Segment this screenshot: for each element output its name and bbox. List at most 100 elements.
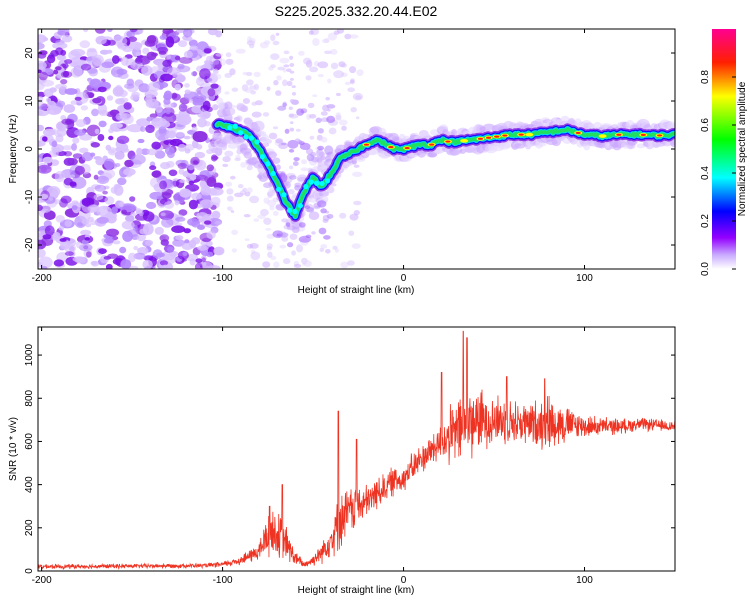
spectrogram-cell	[58, 226, 65, 231]
spectrogram-cell	[282, 79, 288, 87]
spectrogram-cell	[451, 129, 458, 137]
spectrogram-cell	[225, 58, 234, 65]
spectrogram-cell	[251, 101, 257, 106]
spectrogram-cell	[129, 29, 138, 33]
spectrogram-cell	[70, 100, 78, 105]
spectrogram-cell	[111, 206, 118, 215]
spectrogram-cell	[207, 78, 213, 82]
spectrogram-cell	[224, 91, 230, 95]
spectrogram-cell	[72, 137, 80, 144]
spectrogram-cell	[250, 251, 261, 261]
spectrogram-cell	[211, 155, 219, 160]
spectrogram-cell	[126, 31, 133, 37]
spectrogram-cell	[98, 109, 109, 116]
spectrogram-cell	[121, 220, 135, 230]
spectrogram-cell	[144, 89, 158, 98]
spectrogram-cell	[138, 83, 150, 93]
spectrogram-cell	[48, 149, 59, 158]
spectrogram-cell	[120, 259, 132, 269]
spectrogram-cell	[204, 121, 211, 127]
spectrogram-cell	[95, 35, 107, 45]
spectrogram-cell	[133, 252, 146, 260]
spectrogram-cell	[42, 156, 53, 164]
spectrogram-cell	[325, 249, 331, 254]
snr-series-line	[38, 330, 675, 570]
spectrogram-cell	[252, 120, 265, 132]
spectrogram-cell	[340, 63, 347, 68]
spectrogram-cell	[212, 68, 219, 74]
spectrogram-cell	[134, 43, 142, 51]
spectrogram-cell	[64, 251, 74, 256]
spectrogram-cell	[98, 120, 107, 128]
spectrogram-cell	[325, 97, 331, 101]
spectrogram-cell	[225, 107, 236, 116]
spectrogram-cell	[133, 245, 139, 251]
spectrogram-cell	[272, 157, 281, 164]
spectrogram-cell	[349, 34, 359, 39]
spectrogram-cell	[106, 95, 114, 101]
spectrogram-node	[259, 154, 265, 160]
spectrogram-cell	[194, 262, 203, 269]
spectrogram-cell	[54, 171, 65, 183]
spectrogram-cell	[188, 39, 198, 48]
spectrogram-cell	[225, 52, 232, 58]
spectrogram-cell	[184, 239, 190, 244]
spectrogram-cell	[289, 175, 297, 180]
spectrogram-cell	[146, 51, 157, 61]
spectrogram-cell	[212, 104, 219, 111]
spectrogram-cell	[93, 194, 104, 201]
spectrogram-cell	[128, 252, 136, 263]
spectrogram-cell	[308, 211, 320, 220]
spectrogram-cell	[159, 260, 168, 266]
spectrogram-node	[292, 208, 298, 215]
spectrogram-hotspot	[404, 146, 410, 150]
spectrogram-cell	[167, 246, 175, 253]
spectrogram-cell	[117, 177, 127, 186]
spectrogram-cell	[350, 107, 357, 113]
spectrogram-cell	[189, 258, 196, 266]
spectrogram-cell	[202, 237, 211, 243]
spectrogram-cell	[253, 83, 259, 91]
spectrogram-cell	[120, 143, 129, 152]
spectrogram-cell	[138, 210, 144, 217]
spectrogram-cell	[197, 224, 205, 230]
spectrogram-cell	[154, 150, 166, 159]
spectrogram-cell	[260, 208, 269, 217]
colorbar-gradient	[712, 29, 736, 269]
spectrogram-cell	[167, 130, 176, 139]
spectrogram-cell	[60, 195, 72, 204]
spectrogram-cell	[330, 62, 339, 70]
spectrogram-cell	[47, 100, 57, 109]
spectrogram-cell	[306, 153, 315, 162]
spectrogram-cell	[142, 259, 153, 269]
spectrogram-cell	[160, 162, 171, 170]
spectrogram-cell	[199, 199, 214, 209]
spectrogram-cell	[71, 205, 78, 211]
spectrogram-cell	[253, 218, 260, 222]
spectrogram-cell	[229, 68, 236, 76]
spectrogram-cell	[142, 47, 150, 55]
spectrogram-cell	[130, 211, 136, 217]
spectrogram-cell	[277, 66, 285, 71]
spectrogram-cell	[266, 243, 273, 249]
spectrogram-cell	[246, 165, 253, 171]
spectrogram-cell	[206, 177, 217, 187]
spectrogram-cell	[210, 83, 219, 89]
spectrogram-cell	[204, 220, 212, 225]
spectrogram-cell	[355, 95, 362, 100]
spectrogram-cell	[41, 266, 48, 269]
spectrogram-cell	[93, 174, 99, 180]
spectrogram-cell	[102, 190, 108, 195]
spectrogram-cell	[141, 65, 153, 76]
spectrogram-cell	[38, 164, 52, 174]
spectrogram-cell	[261, 134, 270, 144]
spectrogram-cell	[61, 63, 69, 69]
spectrogram-hotspot	[525, 132, 534, 137]
spectrogram-cell	[263, 40, 271, 45]
spectrogram-cell	[308, 30, 314, 35]
spectrogram-cell	[352, 171, 363, 177]
spectrogram-cell	[177, 63, 185, 70]
snr-y-tick-label: 400	[24, 476, 35, 493]
spectrogram-node	[270, 170, 276, 177]
spectrogram-cell	[183, 50, 193, 59]
